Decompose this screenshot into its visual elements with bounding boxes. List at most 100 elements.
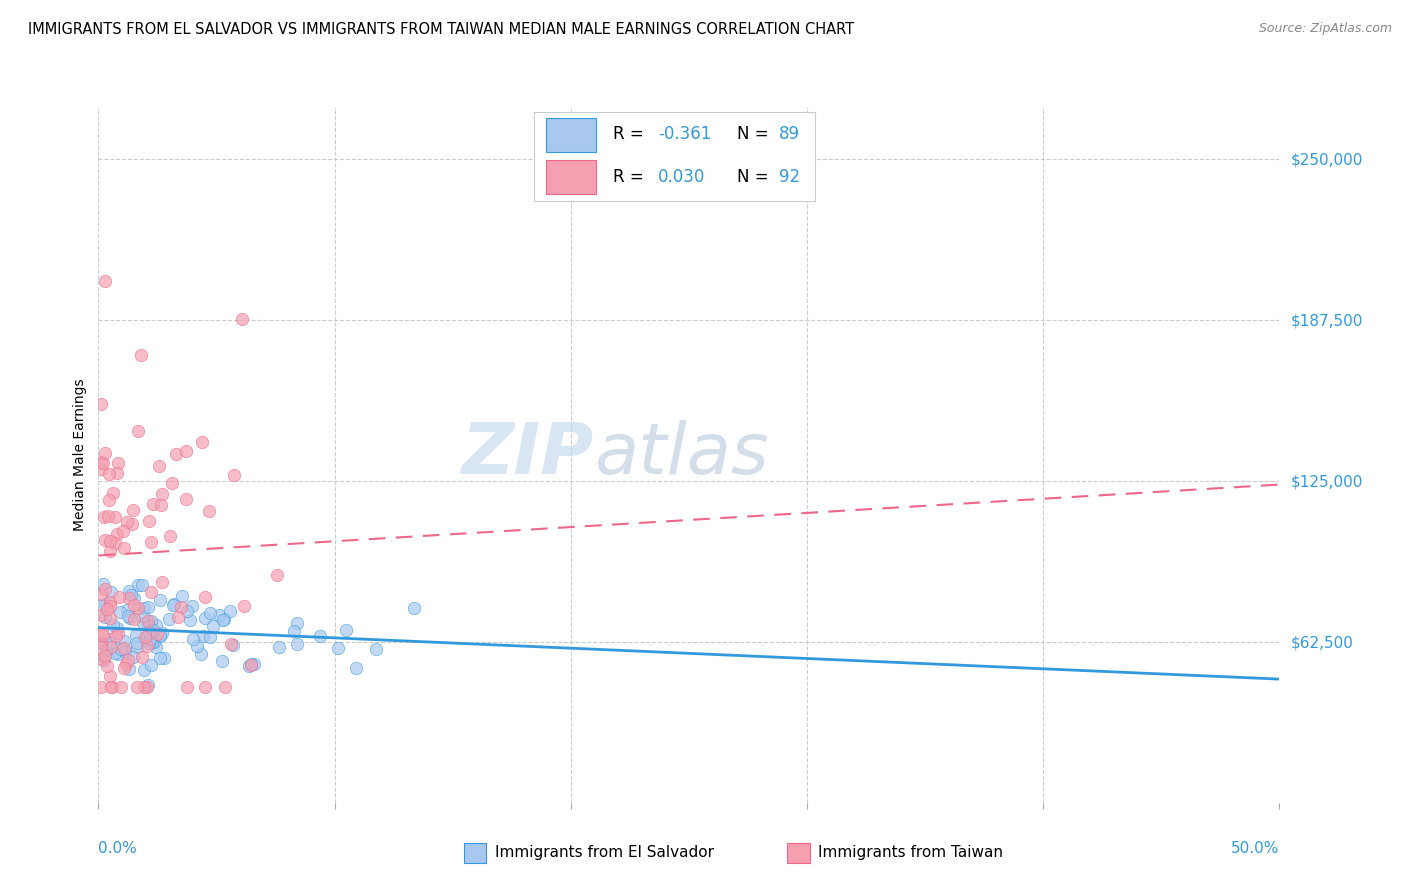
Point [117,653,139,667]
Point [91,627,114,641]
Point [103,618,125,632]
Point [162,598,184,612]
Point [98,669,121,683]
Point [149,628,172,642]
Point [90,608,112,623]
Point [118,591,141,605]
Point [165,447,187,461]
Point [96,601,118,615]
Point [239,657,262,672]
Point [118,662,141,676]
Point [96,642,118,657]
Point [97,467,120,482]
Point [90,455,112,469]
Point [111,524,134,539]
Point [131,649,153,664]
Point [135,632,157,646]
Point [162,476,184,491]
Point [166,609,188,624]
Point [107,647,129,661]
Point [112,634,135,648]
Point [98,594,121,608]
Point [344,661,367,675]
Point [145,640,167,655]
Point [141,584,163,599]
Point [150,574,173,589]
Point [163,597,186,611]
Point [231,312,253,326]
Point [194,590,217,604]
Point [266,567,288,582]
Point [98,636,121,650]
Point [90,640,112,655]
Text: 0.030: 0.030 [658,168,706,186]
Point [90,634,112,648]
Point [141,635,163,649]
Point [364,641,387,656]
Point [117,608,139,623]
Point [141,534,163,549]
Point [143,635,166,649]
Point [107,456,129,470]
Point [148,593,170,607]
Point [148,459,170,474]
Point [132,609,155,624]
Point [135,680,157,694]
Point [93,510,115,524]
Point [211,654,233,668]
Point [122,612,145,626]
Text: ZIP: ZIP [463,420,595,490]
Point [179,614,201,628]
Point [186,639,208,653]
Point [90,397,112,411]
Point [308,629,330,643]
Point [96,659,118,673]
Bar [546,160,596,194]
Point [125,636,148,650]
Point [115,515,138,529]
Text: Immigrants from Taiwan: Immigrants from Taiwan [818,846,1004,860]
Point [108,606,131,620]
Point [190,648,212,662]
Point [122,650,145,665]
Point [127,601,149,615]
Point [219,637,242,651]
Point [219,604,242,618]
Point [150,499,173,513]
Point [94,582,117,596]
Point [98,611,121,625]
Point [100,534,122,549]
Point [285,616,308,631]
Point [114,541,136,556]
Point [176,492,198,507]
Point [124,591,146,605]
Text: 89: 89 [779,125,800,144]
Point [90,651,112,665]
Point [135,640,157,654]
Point [125,680,148,694]
Text: 92: 92 [779,168,800,186]
Point [153,650,176,665]
Point [90,680,112,694]
Point [98,632,121,646]
Point [150,487,173,501]
Text: R =: R = [613,125,650,144]
Point [402,601,425,615]
Point [208,608,231,623]
Point [146,627,169,641]
Point [240,657,263,672]
Point [90,587,112,601]
Point [110,641,132,656]
Point [90,598,112,612]
Point [131,578,153,592]
Point [91,456,114,470]
Point [100,585,122,599]
Point [132,680,155,694]
Point [138,624,160,639]
Point [104,536,127,550]
Point [335,623,357,637]
Text: atlas: atlas [595,420,769,490]
Point [134,630,156,644]
Point [194,680,217,694]
Point [200,607,222,621]
